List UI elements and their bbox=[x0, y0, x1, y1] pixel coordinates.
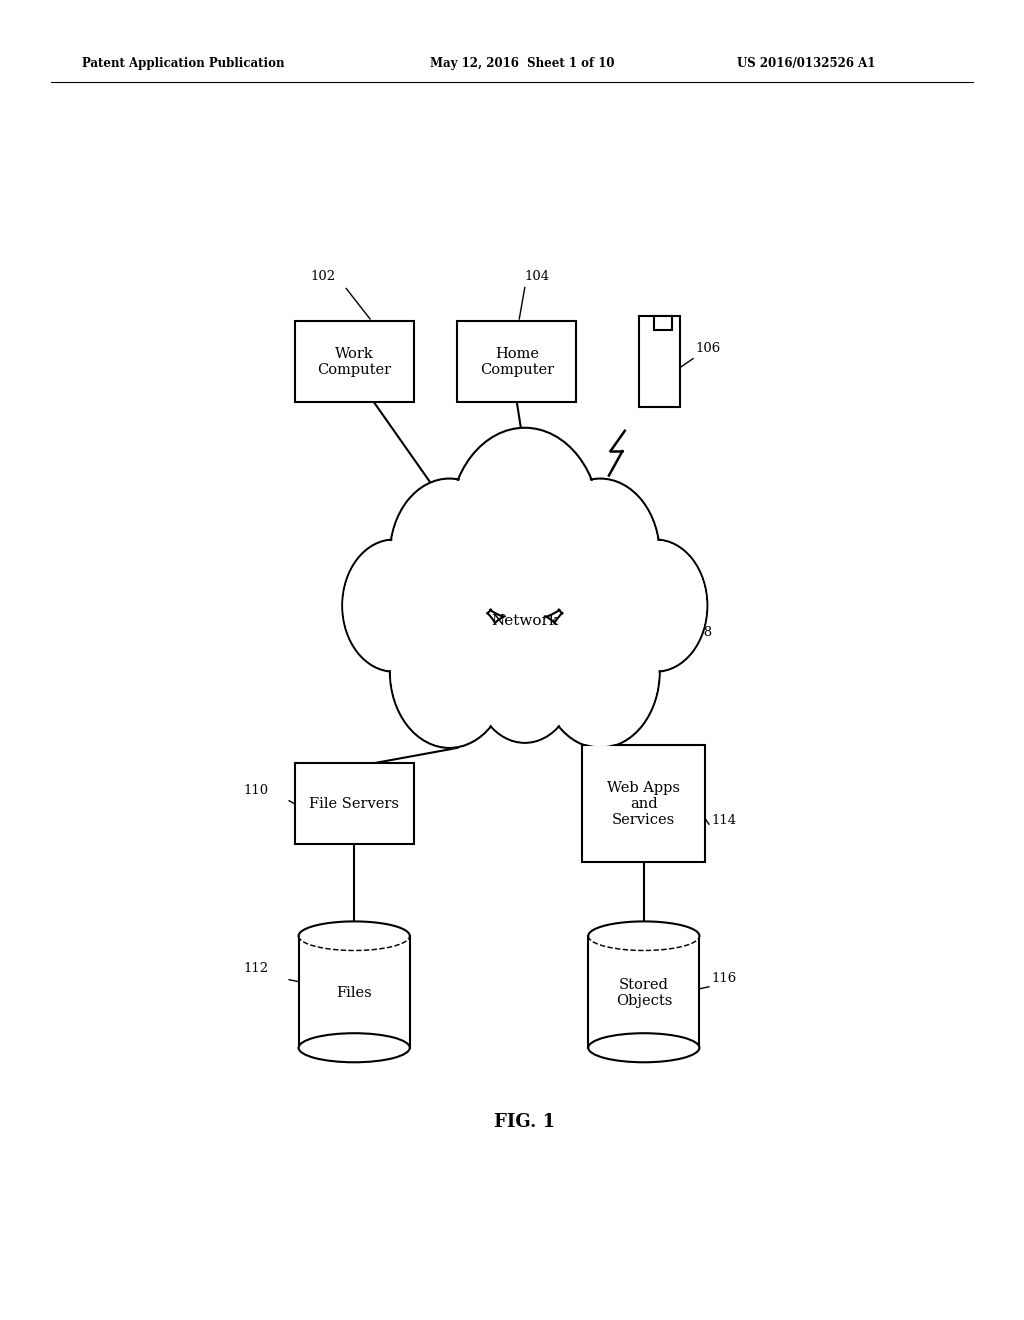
Text: FIG. 1: FIG. 1 bbox=[495, 1113, 555, 1131]
Text: 112: 112 bbox=[243, 961, 268, 974]
Circle shape bbox=[542, 597, 658, 746]
Text: 102: 102 bbox=[310, 271, 336, 284]
Bar bbox=[295, 321, 414, 403]
Circle shape bbox=[450, 428, 600, 620]
Circle shape bbox=[391, 597, 508, 746]
Bar bbox=[295, 763, 414, 845]
Text: 106: 106 bbox=[695, 342, 721, 355]
Text: Web Apps
and
Services: Web Apps and Services bbox=[607, 780, 680, 828]
Circle shape bbox=[604, 540, 708, 672]
Circle shape bbox=[474, 612, 575, 742]
Text: Stored
Objects: Stored Objects bbox=[615, 978, 672, 1008]
Text: 110: 110 bbox=[243, 784, 268, 797]
Circle shape bbox=[451, 430, 599, 619]
Circle shape bbox=[541, 595, 659, 748]
Circle shape bbox=[390, 479, 509, 631]
Text: Files: Files bbox=[336, 986, 372, 1001]
Text: 114: 114 bbox=[712, 814, 736, 828]
Text: File Servers: File Servers bbox=[309, 797, 399, 810]
Circle shape bbox=[450, 428, 600, 620]
Circle shape bbox=[391, 480, 508, 630]
Circle shape bbox=[390, 595, 509, 748]
Circle shape bbox=[343, 541, 444, 671]
Text: 116: 116 bbox=[712, 972, 736, 985]
Ellipse shape bbox=[299, 921, 410, 950]
Ellipse shape bbox=[588, 921, 699, 950]
Bar bbox=[299, 936, 410, 1063]
Ellipse shape bbox=[588, 1034, 699, 1063]
Circle shape bbox=[342, 540, 445, 672]
Circle shape bbox=[390, 595, 509, 748]
Circle shape bbox=[542, 480, 658, 630]
Bar bbox=[639, 315, 680, 408]
Ellipse shape bbox=[299, 1034, 410, 1063]
Text: Patent Application Publication: Patent Application Publication bbox=[82, 57, 285, 70]
Circle shape bbox=[604, 540, 708, 672]
Circle shape bbox=[390, 479, 509, 631]
Text: Network: Network bbox=[492, 614, 558, 628]
Bar bbox=[654, 315, 672, 330]
Circle shape bbox=[541, 595, 659, 748]
Text: May 12, 2016  Sheet 1 of 10: May 12, 2016 Sheet 1 of 10 bbox=[430, 57, 614, 70]
Bar bbox=[458, 321, 577, 403]
Circle shape bbox=[541, 479, 659, 631]
Text: Work
Computer: Work Computer bbox=[317, 347, 391, 376]
Text: 108: 108 bbox=[687, 626, 713, 639]
Bar bbox=[588, 936, 699, 1063]
Bar bbox=[583, 746, 706, 862]
Circle shape bbox=[541, 479, 659, 631]
Text: US 2016/0132526 A1: US 2016/0132526 A1 bbox=[737, 57, 876, 70]
Circle shape bbox=[473, 611, 577, 743]
Circle shape bbox=[473, 611, 577, 743]
Text: Home
Computer: Home Computer bbox=[480, 347, 554, 376]
Text: 104: 104 bbox=[524, 271, 550, 284]
Circle shape bbox=[342, 540, 445, 672]
Circle shape bbox=[605, 541, 707, 671]
